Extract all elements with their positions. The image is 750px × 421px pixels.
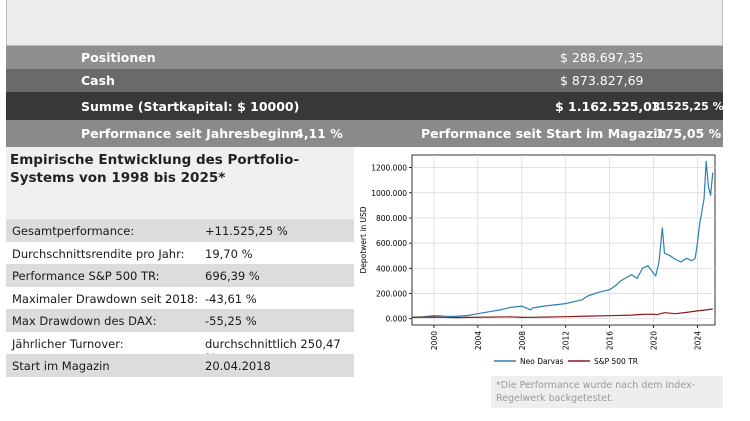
positions-value: $ 288.697,35 — [560, 50, 644, 65]
summary-row-total: Summe (Startkapital: $ 10000) $ 1.162.52… — [6, 92, 724, 120]
y-axis-label: Depotwert in USD — [359, 206, 368, 273]
total-value: $ 1.162.525,03 — [555, 99, 661, 114]
y-tick-label: 400.000 — [376, 264, 407, 273]
footnote: *Die Performance wurde nach dem Index-Re… — [491, 376, 723, 408]
panel-title: Empirische Entwicklung des Portfolio-Sys… — [10, 152, 300, 186]
y-tick-label: 800.000 — [376, 214, 407, 223]
stat-row: Jährlicher Turnover: durchschnittlich 250… — [6, 331, 354, 365]
stat-row: Maximaler Drawdown seit 2018: -43,61 % — [6, 286, 354, 309]
stat-label: Jährlicher Turnover: — [12, 336, 124, 351]
performance-ytd-label: Performance seit Jahresbeginn — [81, 126, 299, 141]
legend-label: S&P 500 TR — [594, 357, 638, 366]
stat-row: Max Drawdown des DAX: -55,25 % — [6, 309, 354, 332]
stat-value: -55,25 % — [205, 314, 257, 328]
y-tick-label: 1000.000 — [371, 189, 407, 198]
legend-label: Neo Darvas — [520, 357, 564, 366]
positions-label: Positionen — [81, 50, 156, 65]
stat-row: Gesamtperformance: +11.525,25 % — [6, 219, 354, 242]
stat-value: 20.04.2018 — [205, 359, 271, 373]
series-line — [411, 160, 714, 318]
performance-chart: 0.000 200.000 400.000 600.000 800.000 1000.00… — [356, 147, 723, 375]
stat-label: Max Drawdown des DAX: — [12, 314, 157, 328]
x-tick-label: 2004 — [474, 331, 483, 350]
summary-row-positions: Positionen $ 288.697,35 — [6, 46, 723, 69]
stat-value: -43,61 % — [205, 291, 257, 306]
chart-svg: 0.000 200.000 400.000 600.000 800.000 1000.00… — [359, 154, 716, 366]
header-band — [6, 0, 723, 46]
x-tick-label: 2016 — [606, 331, 615, 350]
stat-label: Performance S&P 500 TR: — [12, 269, 160, 283]
stat-value: +11.525,25 % — [205, 224, 288, 238]
stat-row: Start im Magazin 20.04.2018 — [6, 354, 354, 377]
x-tick-label: 2012 — [562, 331, 571, 350]
x-tick-label: 2008 — [518, 331, 527, 350]
total-percent: 11525,25 % — [651, 100, 724, 113]
stat-label: Maximaler Drawdown seit 2018: — [12, 291, 199, 306]
stat-row: Performance S&P 500 TR: 696,39 % — [6, 264, 354, 287]
y-tick-label: 600.000 — [376, 239, 407, 248]
stat-value: 19,70 % — [205, 246, 253, 261]
performance-magazin-value: 175,05 % — [656, 126, 722, 141]
x-tick-label: 2024 — [693, 331, 702, 350]
stats-table: Gesamtperformance: +11.525,25 % Durchschni… — [6, 219, 354, 377]
plot-area — [411, 154, 716, 326]
cash-label: Cash — [81, 73, 115, 88]
cash-value: $ 873.827,69 — [560, 73, 644, 88]
total-label: Summe (Startkapital: $ 10000) — [81, 99, 300, 114]
performance-ytd-value: 4,11 % — [295, 126, 343, 141]
summary-row-performance: Performance seit Jahresbeginn 4,11 % Per… — [6, 120, 723, 147]
x-tick-label: 2020 — [650, 331, 659, 350]
stat-label: Gesamtperformance: — [12, 224, 135, 238]
y-tick-label: 1200.000 — [371, 164, 407, 173]
stat-label: Durchschnittsrendite pro Jahr: — [12, 246, 185, 261]
series-line — [411, 308, 713, 319]
y-tick-label: 200.000 — [376, 290, 407, 299]
summary-row-cash: Cash $ 873.827,69 — [6, 69, 723, 92]
y-tick-label: 0.000 — [386, 315, 408, 324]
stat-row: Durchschnittsrendite pro Jahr: 19,70 % — [6, 241, 354, 264]
stat-label: Start im Magazin — [12, 359, 110, 373]
x-tick-label: 2000 — [430, 331, 439, 350]
stats-panel: Empirische Entwicklung des Portfolio-Sys… — [6, 147, 354, 377]
stat-value: 696,39 % — [205, 269, 260, 283]
performance-magazin-label: Performance seit Start im Magazin — [421, 126, 667, 141]
